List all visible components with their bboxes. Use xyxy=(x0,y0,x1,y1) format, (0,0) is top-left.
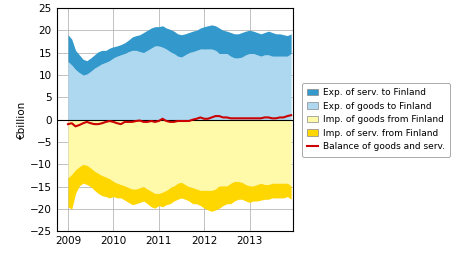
Y-axis label: €billion: €billion xyxy=(17,100,27,139)
Legend: Exp. of serv. to Finland, Exp. of goods to Finland, Imp. of goods from Finland, : Exp. of serv. to Finland, Exp. of goods … xyxy=(302,83,450,156)
